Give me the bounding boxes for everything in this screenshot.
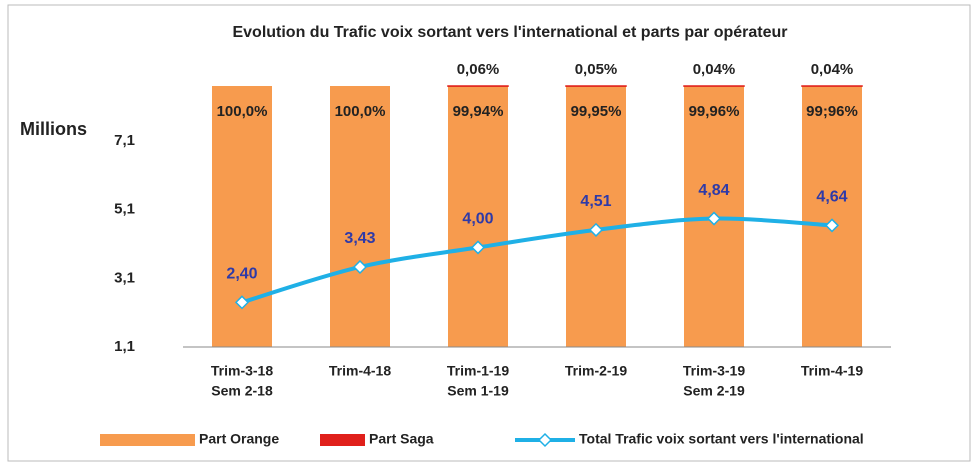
bar-value-label: 0,04%: [811, 61, 854, 78]
bar-segment: [448, 86, 508, 347]
line-marker: [470, 240, 486, 255]
x-tick-label: Sem 1-19: [447, 383, 509, 399]
legend-swatch: [100, 434, 195, 446]
legend-swatch: [320, 434, 365, 446]
x-tick-label: Trim-2-19: [565, 363, 627, 379]
chart-title: Evolution du Trafic voix sortant vers l'…: [232, 24, 787, 41]
bar-value-label: 100,0%: [335, 103, 386, 120]
line-value-label: 4,00: [462, 211, 493, 228]
line-value-label: 4,64: [816, 189, 847, 206]
bar-segment: [330, 86, 390, 347]
legend-label: Total Trafic voix sortant vers l'interna…: [579, 431, 864, 447]
legend-label: Part Saga: [369, 431, 434, 447]
bar-value-label: 0,04%: [693, 61, 736, 78]
line-value-label: 2,40: [226, 266, 257, 283]
bar-value-label: 99;96%: [806, 103, 858, 120]
x-tick-label: Sem 2-19: [683, 383, 745, 399]
line-value-label: 4,84: [698, 182, 729, 199]
bar-value-label: 99,94%: [453, 103, 504, 120]
bar-value-label: 99,96%: [689, 103, 740, 120]
bar-value-label: 0,06%: [457, 61, 500, 78]
bar-segment: [566, 86, 626, 348]
bar-segment: [802, 86, 862, 347]
line-marker: [352, 259, 368, 275]
bar-value-label: 0,05%: [575, 61, 618, 78]
x-tick-label: Trim-1-19: [447, 363, 509, 379]
legend-marker: [537, 432, 553, 448]
y-axis-label: Millions: [20, 119, 87, 139]
line-marker: [588, 222, 604, 237]
x-tick-label: Trim-3-19: [683, 363, 745, 379]
line-value-label: 4,51: [580, 193, 611, 210]
x-tick-label: Trim-4-19: [801, 363, 863, 379]
line-value-label: 3,43: [344, 230, 375, 247]
line-marker: [824, 218, 840, 233]
y-tick-label: 3,1: [114, 269, 135, 286]
x-tick-label: Trim-3-18: [211, 363, 273, 379]
y-tick-label: 7,1: [114, 132, 135, 149]
y-tick-label: 5,1: [114, 201, 135, 218]
line-series: [241, 216, 833, 305]
x-tick-label: Trim-4-18: [329, 363, 391, 379]
line-marker: [234, 295, 250, 310]
bar-value-label: 100,0%: [217, 103, 268, 120]
y-tick-label: 1,1: [114, 338, 135, 355]
bar-value-label: 99,95%: [571, 103, 622, 120]
line-marker: [706, 211, 722, 226]
legend-label: Part Orange: [199, 431, 279, 447]
x-tick-label: Sem 2-18: [211, 383, 273, 399]
